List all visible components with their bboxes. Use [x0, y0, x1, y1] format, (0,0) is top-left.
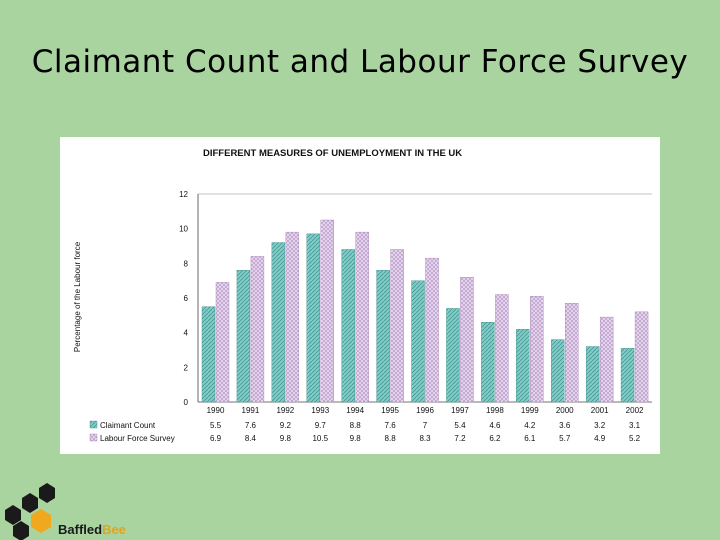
data-table-value: 5.4: [454, 421, 466, 430]
data-table-value: 9.2: [280, 421, 292, 430]
x-tick-label: 1993: [311, 406, 329, 415]
legend-swatch: [89, 433, 98, 442]
data-table-value: 6.1: [524, 434, 536, 443]
data-table-value: 8.8: [385, 434, 397, 443]
bar-claimant-count: [236, 270, 251, 403]
bar-claimant-count: [446, 308, 460, 403]
bar-claimant-count: [585, 346, 600, 403]
bar-claimant-count: [411, 280, 425, 403]
data-table-value: 6.9: [210, 434, 222, 443]
bar-claimant-count: [481, 322, 495, 403]
data-table-value: 8.4: [245, 434, 257, 443]
data-table-value: 7.6: [385, 421, 397, 430]
x-tick-label: 2001: [591, 406, 609, 415]
bar-claimant-count: [516, 328, 530, 403]
bar-labour-force-survey: [355, 231, 369, 403]
baffledbee-honeycomb-logo: [5, 483, 55, 540]
y-tick-label: 0: [184, 398, 189, 407]
data-table-value: 8.3: [419, 434, 431, 443]
bar-labour-force-survey: [530, 296, 544, 403]
bar-labour-force-survey: [599, 316, 614, 403]
legend-label: Labour Force Survey: [100, 434, 175, 443]
slide-title: Claimant Count and Labour Force Survey: [31, 44, 689, 80]
y-axis-label: Percentage of the Labour force: [73, 241, 82, 352]
data-table-value: 3.6: [559, 421, 571, 430]
x-tick-label: 1991: [242, 406, 260, 415]
data-table-value: 7.6: [245, 421, 257, 430]
honeycomb-cell-icon: [22, 493, 38, 513]
data-table-value: 5.7: [559, 434, 571, 443]
bar-claimant-count: [341, 249, 355, 403]
data-table-value: 3.2: [594, 421, 606, 430]
x-tick-label: 2002: [626, 406, 644, 415]
y-tick-label: 6: [184, 294, 189, 303]
bar-labour-force-survey: [460, 276, 474, 403]
logo-wordmark: BaffledBee: [58, 522, 126, 537]
bar-claimant-count: [620, 348, 635, 403]
bar-labour-force-survey: [320, 219, 334, 403]
data-table-value: 10.5: [312, 434, 328, 443]
x-tick-label: 1992: [276, 406, 294, 415]
y-tick-label: 8: [184, 259, 189, 268]
y-tick-label: 10: [179, 225, 188, 234]
bar-labour-force-survey: [495, 294, 509, 403]
x-tick-label: 1990: [207, 406, 225, 415]
legend-label: Claimant Count: [100, 421, 156, 430]
y-tick-label: 4: [184, 329, 189, 338]
x-tick-label: 1996: [416, 406, 434, 415]
honeycomb-cell-icon: [13, 521, 29, 540]
bar-labour-force-survey: [565, 302, 579, 403]
x-tick-label: 2000: [556, 406, 574, 415]
data-table-value: 3.1: [629, 421, 641, 430]
chart-title: DIFFERENT MEASURES OF UNEMPLOYMENT IN TH…: [203, 148, 462, 159]
legend-swatch: [89, 420, 98, 429]
x-tick-label: 1994: [346, 406, 364, 415]
y-tick-label: 2: [184, 363, 189, 372]
bar-claimant-count: [201, 306, 216, 403]
bar-labour-force-survey: [634, 311, 649, 403]
data-table-value: 7: [423, 421, 428, 430]
bar-labour-force-survey: [390, 249, 404, 403]
data-table-value: 4.6: [489, 421, 501, 430]
data-table-value: 8.8: [350, 421, 362, 430]
data-table-value: 5.2: [629, 434, 641, 443]
chart-panel: DIFFERENT MEASURES OF UNEMPLOYMENT IN TH…: [60, 137, 660, 454]
x-tick-label: 1995: [381, 406, 399, 415]
data-table-value: 6.2: [489, 434, 501, 443]
bar-labour-force-survey: [250, 256, 265, 403]
bar-claimant-count: [306, 233, 320, 403]
data-table-value: 9.8: [280, 434, 292, 443]
unemployment-bar-chart: DIFFERENT MEASURES OF UNEMPLOYMENT IN TH…: [73, 148, 652, 443]
data-table-value: 4.2: [524, 421, 536, 430]
bar-claimant-count: [376, 270, 390, 403]
data-table-value: 7.2: [454, 434, 466, 443]
data-table-value: 5.5: [210, 421, 222, 430]
bar-claimant-count: [271, 242, 286, 403]
data-table-value: 9.7: [315, 421, 327, 430]
y-tick-label: 12: [179, 190, 188, 199]
data-table-value: 4.9: [594, 434, 606, 443]
bar-claimant-count: [551, 339, 565, 403]
honeycomb-cell-icon: [31, 509, 51, 533]
bar-labour-force-survey: [215, 282, 230, 403]
data-table-value: 9.8: [350, 434, 362, 443]
honeycomb-cell-icon: [5, 505, 21, 525]
bar-labour-force-survey: [425, 257, 439, 403]
x-tick-label: 1997: [451, 406, 469, 415]
x-tick-label: 1999: [521, 406, 539, 415]
x-tick-label: 1998: [486, 406, 504, 415]
honeycomb-cell-icon: [39, 483, 55, 503]
bar-labour-force-survey: [285, 231, 300, 403]
